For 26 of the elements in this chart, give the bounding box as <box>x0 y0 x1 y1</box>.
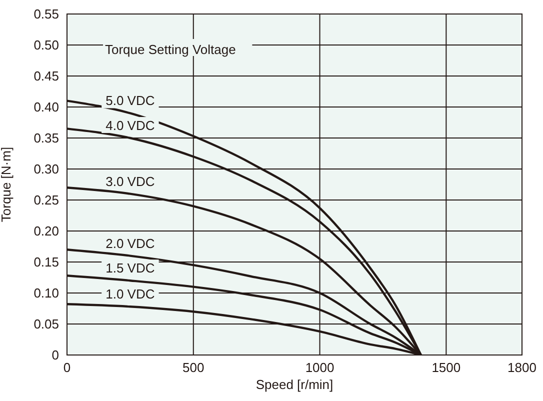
series-label: 1.5 VDC <box>106 260 155 276</box>
y-axis-title: Torque [N·m] <box>0 146 14 222</box>
y-tick-label: 0 <box>52 348 59 363</box>
x-tick-label: 0 <box>63 360 71 376</box>
y-tick-label: 0.55 <box>34 6 59 22</box>
y-tick-label: 0.50 <box>34 38 59 53</box>
y-tick-label: 0.10 <box>34 286 59 301</box>
series-label: 5.0 VDC <box>106 93 155 108</box>
y-tick-label: 0.15 <box>34 254 59 270</box>
series-label: 1.0 VDC <box>106 286 155 302</box>
y-tick-label: 0.20 <box>34 224 59 239</box>
y-tick-label: 0.05 <box>34 316 59 332</box>
x-tick-label: 500 <box>182 360 204 376</box>
annotation: Torque Setting Voltage <box>105 42 236 57</box>
y-tick-label: 0.35 <box>34 130 59 146</box>
y-tick-label: 0.30 <box>34 162 59 177</box>
series-label: 3.0 VDC <box>106 174 155 189</box>
x-tick-label: 1500 <box>432 360 461 376</box>
y-tick-label: 0.45 <box>34 68 59 84</box>
series-label: 2.0 VDC <box>106 236 155 251</box>
x-tick-label: 1800 <box>508 360 536 376</box>
x-tick-label: 1000 <box>305 360 334 376</box>
y-tick-label: 0.25 <box>34 192 59 208</box>
y-tick-label: 0.40 <box>34 100 59 115</box>
series-label: 4.0 VDC <box>106 118 155 133</box>
x-axis-title: Speed [r/min] <box>256 377 334 392</box>
